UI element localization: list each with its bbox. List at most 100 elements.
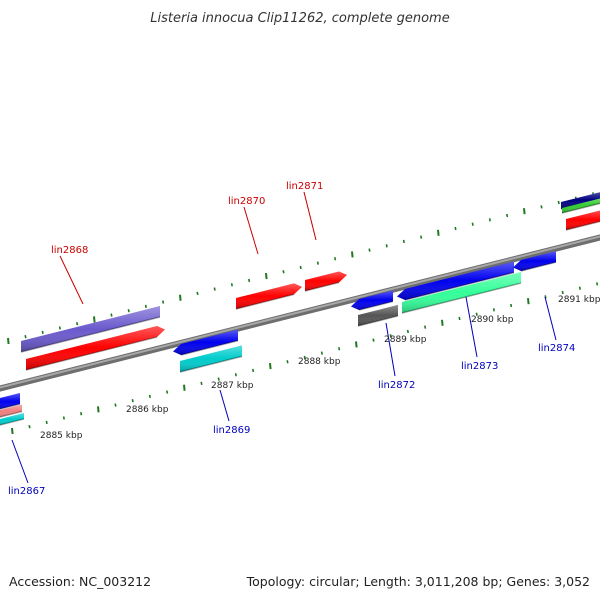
- gene-label-lin2873[interactable]: lin2873: [461, 361, 498, 372]
- scale-tick: [282, 270, 285, 274]
- genome-summary-text: Topology: circular; Length: 3,011,208 bp…: [246, 574, 590, 589]
- feature-bar-blue-edge[interactable]: [0, 392, 21, 410]
- scale-tick: [76, 322, 79, 326]
- scale-tick: [93, 316, 96, 323]
- scale-tick: [269, 362, 272, 370]
- scale-tick: [196, 291, 199, 296]
- scale-tick: [596, 282, 599, 286]
- scale-tick: [471, 222, 474, 226]
- feature-bar-red-edge[interactable]: [565, 209, 600, 231]
- scale-tick: [248, 278, 251, 283]
- scale-tick: [561, 290, 564, 295]
- accession-text: Accession: NC_003212: [9, 574, 151, 589]
- scale-tick: [424, 325, 427, 329]
- feature-bar-lin2868-slate[interactable]: [20, 306, 161, 353]
- feature-bar-lin2873-blue[interactable]: [397, 261, 515, 301]
- scale-tick: [406, 329, 409, 334]
- leader-line-lin2868: [59, 255, 84, 305]
- scale-tick: [28, 425, 31, 429]
- feature-bar-lin2871[interactable]: [304, 271, 347, 292]
- scale-label: 2885 kbp: [40, 431, 83, 441]
- scale-tick: [540, 205, 543, 209]
- scale-tick: [299, 265, 302, 270]
- genome-backbone: [0, 234, 600, 392]
- scale-tick: [62, 416, 65, 420]
- scale-tick: [234, 373, 237, 377]
- scale-tick: [97, 406, 100, 413]
- feature-bar-lin2869-cyan[interactable]: [179, 345, 243, 373]
- scale-tick: [179, 294, 182, 301]
- scale-tick: [80, 412, 83, 416]
- scale-tick: [24, 335, 27, 339]
- gene-label-lin2872[interactable]: lin2872: [378, 380, 415, 391]
- feature-bar-lin2873-green[interactable]: [401, 272, 522, 314]
- scale-tick: [458, 316, 461, 321]
- scale-tick: [402, 239, 405, 244]
- scale-tick: [334, 257, 337, 261]
- feature-bar-lin2872-grey[interactable]: [357, 304, 399, 327]
- scale-tick: [385, 244, 388, 248]
- gene-labels: lin2867 lin2868 lin2869 lin2870 lin2871 …: [8, 181, 575, 497]
- scale-tick: [7, 337, 10, 345]
- scale-tick: [527, 298, 530, 305]
- scale-tick: [162, 300, 165, 304]
- gene-label-lin2867[interactable]: lin2867: [8, 486, 45, 497]
- scale-tick: [454, 226, 457, 231]
- scale-label: 2890 kbp: [471, 315, 514, 325]
- scale-tick: [338, 347, 341, 351]
- feature-bar-pink-edge[interactable]: [0, 404, 23, 418]
- scale-tick: [492, 308, 495, 312]
- feature-bar-lin2870[interactable]: [235, 283, 302, 310]
- scale-tick: [578, 286, 581, 290]
- scale-tick: [389, 334, 392, 338]
- gene-label-lin2869[interactable]: lin2869: [213, 425, 250, 436]
- scale-tick: [303, 355, 306, 360]
- scale-tick: [252, 368, 255, 373]
- scale-tick: [372, 338, 375, 342]
- feature-bar-lin2872-blue[interactable]: [351, 290, 394, 311]
- gene-label-lin2868[interactable]: lin2868: [51, 245, 88, 256]
- leader-line-lin2873: [465, 296, 478, 358]
- scale-tick: [144, 304, 147, 309]
- gene-label-lin2871[interactable]: lin2871: [286, 181, 323, 192]
- scale-tick: [557, 200, 560, 205]
- scale-tick: [475, 312, 478, 316]
- scale-label: 2891 kbp: [558, 295, 600, 305]
- scale-label: 2888 kbp: [298, 357, 341, 367]
- scale-tick: [230, 283, 233, 287]
- scale-tick: [355, 341, 358, 348]
- scale-tick: [506, 213, 509, 218]
- scale-tick: [441, 319, 444, 326]
- scale-tick: [45, 420, 48, 425]
- gene-label-lin2874[interactable]: lin2874: [538, 343, 575, 354]
- scale-tick: [368, 248, 371, 252]
- scale-tick: [420, 235, 423, 239]
- gene-label-lin2870[interactable]: lin2870: [228, 196, 265, 207]
- scale-label: 2887 kbp: [211, 381, 254, 391]
- scale-tick: [166, 390, 169, 394]
- scale-tick: [316, 261, 319, 265]
- leader-lines: [11, 191, 557, 484]
- gene-features: [0, 192, 600, 426]
- scale-tick: [437, 229, 440, 236]
- scale-tick: [217, 377, 220, 381]
- scale-label: 2889 kbp: [384, 335, 427, 345]
- feature-bar-lin2874[interactable]: [513, 251, 557, 272]
- upper-tick-row: [7, 192, 595, 345]
- scale-tick: [200, 381, 203, 386]
- scale-tick: [41, 330, 44, 335]
- scale-labels: 2885 kbp 2886 kbp 2887 kbp 2888 kbp 2889…: [40, 295, 600, 441]
- leader-line-lin2870: [243, 206, 259, 255]
- feature-bar-green-edge[interactable]: [561, 197, 600, 214]
- feature-bar-lin2868-red[interactable]: [25, 326, 165, 371]
- scale-tick: [131, 399, 134, 403]
- scale-tick: [148, 394, 151, 399]
- map-title: Listeria innocua Clip11262, complete gen…: [150, 11, 449, 26]
- feature-bar-cyan-edge[interactable]: [0, 412, 25, 426]
- scale-tick: [11, 427, 14, 435]
- scale-tick: [110, 313, 113, 317]
- scale-tick: [265, 272, 268, 280]
- feature-bar-lin2869-blue[interactable]: [173, 329, 239, 356]
- leader-line-lin2874: [544, 296, 557, 341]
